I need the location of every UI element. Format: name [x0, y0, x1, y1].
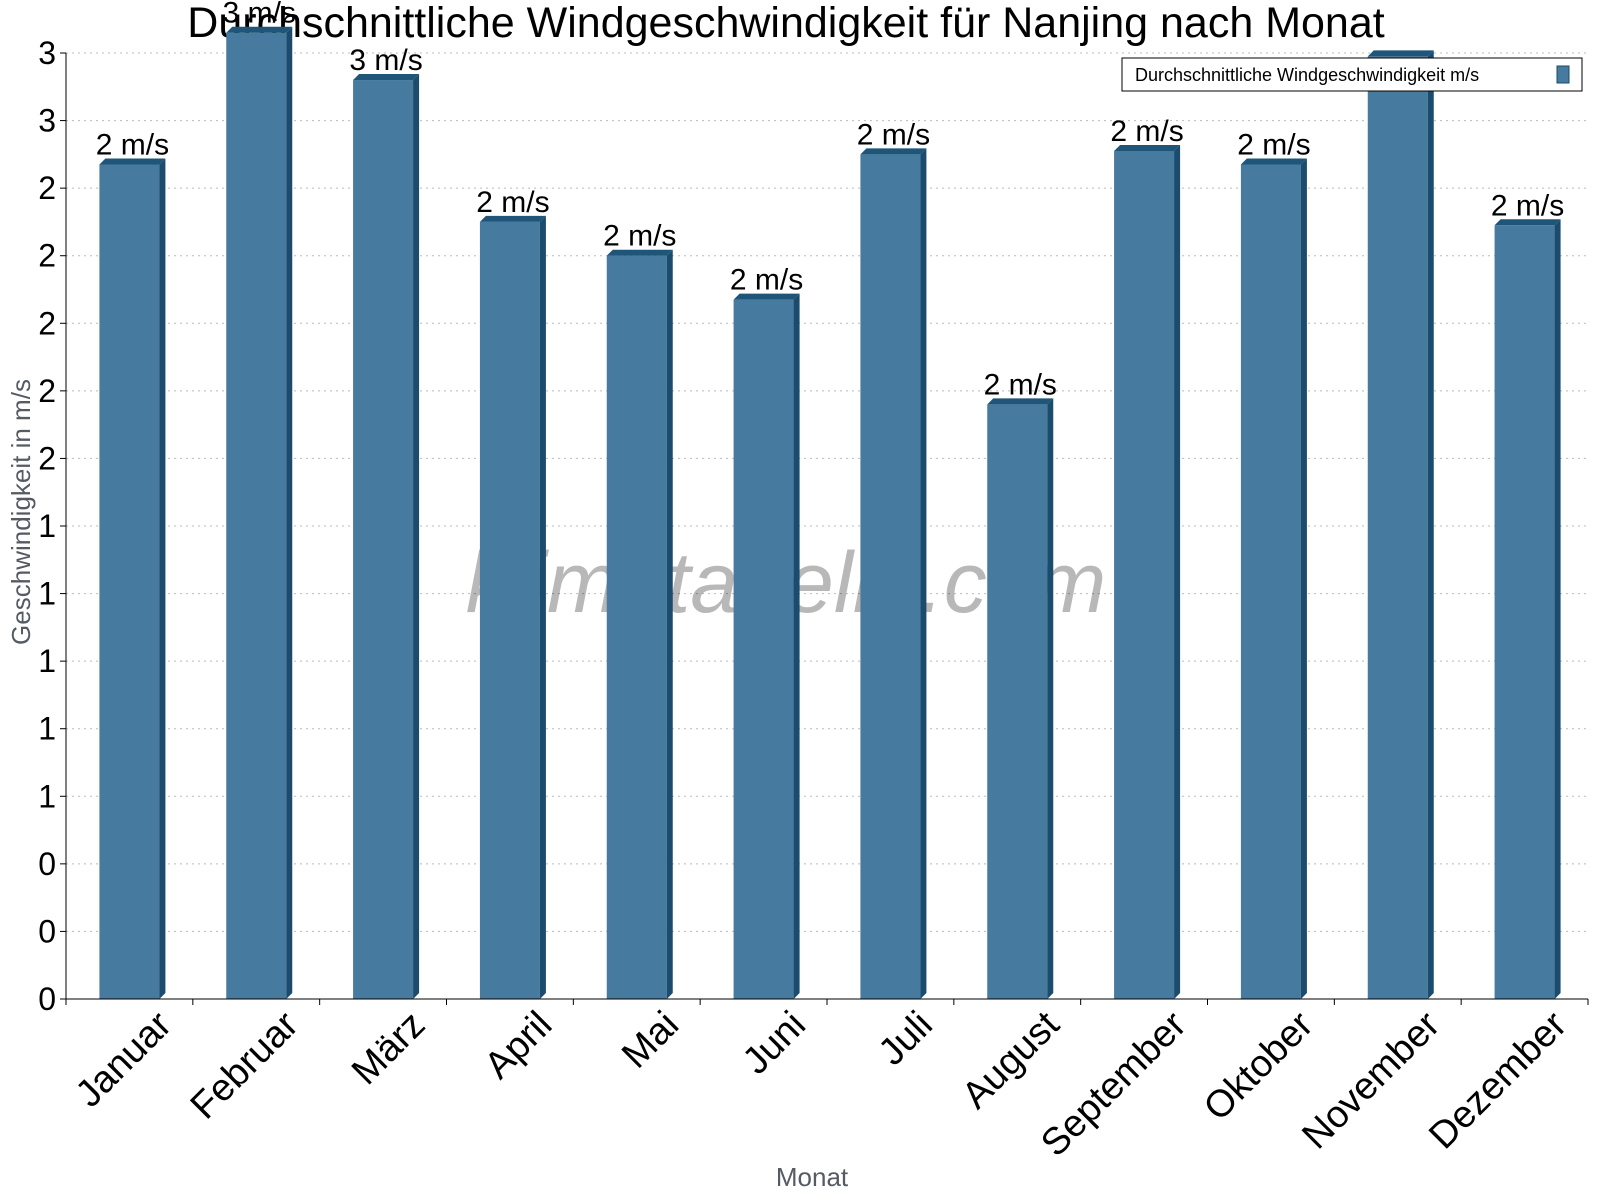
y-tick-label: 1 [38, 643, 56, 679]
bar [353, 74, 420, 1000]
y-tick-label: 0 [38, 846, 56, 882]
x-tick-label: Juni [735, 1004, 814, 1083]
bar-side [159, 158, 166, 999]
bar [1367, 50, 1434, 1000]
bar-face [99, 164, 160, 999]
data-label: 3 m/s [349, 44, 422, 77]
legend-box [1121, 57, 1583, 92]
bar-side [1427, 50, 1434, 1000]
y-tick-label: 1 [38, 778, 56, 814]
x-tick-label: November [1294, 1003, 1448, 1157]
bar [860, 148, 927, 999]
bar-top [987, 398, 1054, 405]
x-tick-labels: Januar Februar März April Mai Juni Juli AugustS… [68, 1003, 1575, 1164]
y-tick-label: 1 [38, 508, 56, 544]
y-axis-label: Geschwindigkeit in m/s [6, 379, 36, 645]
data-label: 3 m/s [223, 0, 296, 30]
bars [99, 26, 1561, 1000]
y-tick-label: 3 [38, 103, 56, 139]
bar [479, 215, 546, 999]
y-tick-label: 0 [38, 981, 56, 1017]
bar-face [860, 154, 921, 999]
data-label: 2 m/s [96, 128, 169, 161]
legend: Durchschnittliche Windgeschwindigkeit m/… [1121, 57, 1583, 92]
bar [226, 26, 293, 999]
bar-top [606, 249, 673, 256]
x-tick-label: Juli [871, 1004, 941, 1074]
y-tick-labels: 0 0 0 1 1 1 1 1 2 2 2 2 2 3 3 [38, 35, 56, 1017]
y-tick-label: 2 [38, 373, 56, 409]
bar-side [286, 26, 293, 999]
data-label: 2 m/s [1110, 115, 1183, 148]
bar-top [226, 26, 293, 33]
bar-top [1367, 50, 1434, 57]
bar-side [1174, 144, 1181, 999]
bar-top [1494, 219, 1561, 226]
data-label: 2 m/s [857, 118, 930, 151]
bar-face [353, 80, 414, 1000]
x-tick-label: Dezember [1421, 1003, 1575, 1157]
bar-side [666, 249, 673, 999]
x-tick-label: März [344, 1004, 433, 1093]
bar-face [733, 299, 794, 999]
bar-face [1114, 150, 1175, 999]
data-label: 2 m/s [603, 220, 676, 253]
bar-face [987, 404, 1048, 999]
legend-label: Durchschnittliche Windgeschwindigkeit m/… [1135, 65, 1479, 85]
bar-face [1240, 164, 1301, 999]
y-tick-label: 1 [38, 711, 56, 747]
y-tick-label: 3 [38, 35, 56, 71]
bar-side [413, 74, 420, 1000]
data-label: 2 m/s [984, 368, 1057, 401]
y-tick-label: 2 [38, 238, 56, 274]
bar-face [479, 221, 540, 999]
x-tick-label: Januar [68, 1003, 180, 1115]
data-label: 2 m/s [1237, 128, 1310, 161]
y-tick-label: 0 [38, 913, 56, 949]
bar-face [1367, 56, 1428, 1000]
x-tick-label: Februar [183, 1003, 307, 1127]
x-tick-label: August [954, 1003, 1068, 1117]
bar [1114, 144, 1181, 999]
bar-top [860, 148, 927, 155]
data-label: 2 m/s [476, 186, 549, 219]
bar [987, 398, 1054, 999]
chart-title: Durchschnittliche Windgeschwindigkeit fü… [187, 0, 1384, 47]
bar-top [479, 215, 546, 222]
x-axis-label: Monat [776, 1162, 849, 1192]
bar [733, 293, 800, 999]
bar [1240, 158, 1307, 999]
y-tick-label: 2 [38, 440, 56, 476]
data-labels: 2 m/s 3 m/s 3 m/s 2 m/s 2 m/s 2 m/s 2 m/s 2 m/s… [96, 0, 1565, 401]
y-tick-label: 1 [38, 576, 56, 612]
x-tick-label: Mai [614, 1004, 687, 1077]
bar-top [1240, 158, 1307, 165]
x-tick-label: Oktober [1196, 1003, 1322, 1129]
bar [1494, 219, 1561, 1000]
bar-side [1554, 219, 1561, 1000]
bar-side [793, 293, 800, 999]
bar-top [1114, 144, 1181, 151]
legend-swatch [1556, 65, 1570, 84]
bar-side [1300, 158, 1307, 999]
bar-face [226, 32, 287, 999]
bar [99, 158, 166, 999]
bar-top [733, 293, 800, 300]
bar-top [353, 74, 420, 81]
data-label: 2 m/s [730, 264, 803, 297]
grid-lines [66, 52, 1588, 932]
bar-side [539, 215, 546, 999]
bar-face [606, 255, 667, 999]
y-tick-label: 2 [38, 305, 56, 341]
axes [60, 52, 1589, 1005]
y-tick-label: 2 [38, 170, 56, 206]
bar-side [920, 148, 927, 999]
data-label: 2 m/s [1491, 189, 1564, 222]
bar-face [1494, 225, 1555, 1000]
bar [606, 249, 673, 999]
bar-side [1047, 398, 1054, 999]
x-tick-label: April [477, 1004, 560, 1087]
bar-top [99, 158, 166, 165]
